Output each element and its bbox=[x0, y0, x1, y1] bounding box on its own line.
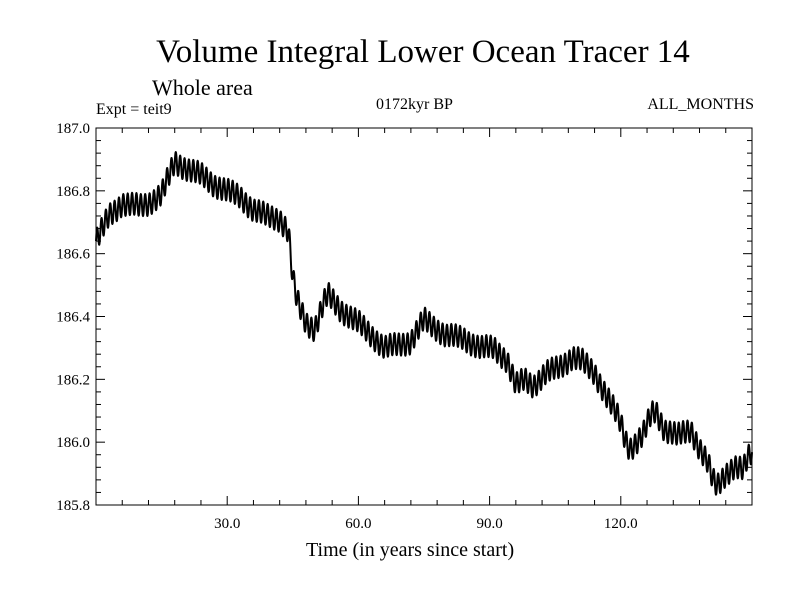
x-tick-label: 60.0 bbox=[345, 516, 371, 532]
y-tick-label: 186.2 bbox=[56, 372, 90, 388]
chart-title: Volume Integral Lower Ocean Tracer 14 bbox=[156, 34, 690, 70]
experiment-label: Expt = teit9 bbox=[96, 101, 172, 118]
data-series-line bbox=[95, 151, 753, 496]
y-tick-label: 186.4 bbox=[56, 310, 90, 326]
axis-ticks: 30.0 60.0 90.0 120.0 185.8 186.0 186.2 186.4 186… bbox=[56, 121, 752, 532]
plot-frame bbox=[95, 127, 753, 506]
y-tick-label: 185.8 bbox=[56, 498, 90, 514]
x-tick-label: 30.0 bbox=[214, 516, 240, 532]
y-tick-label: 186.0 bbox=[56, 435, 90, 451]
x-axis-label: Time (in years since start) bbox=[306, 539, 515, 561]
months-label: ALL_MONTHS bbox=[647, 96, 754, 113]
y-tick-label: 186.8 bbox=[56, 184, 90, 200]
chart-subtitle: Whole area bbox=[152, 75, 253, 100]
y-tick-label: 187.0 bbox=[56, 121, 90, 137]
y-tick-label: 186.6 bbox=[56, 247, 90, 263]
period-label: 0172kyr BP bbox=[376, 96, 453, 113]
x-tick-label: 90.0 bbox=[476, 516, 502, 532]
x-tick-label: 120.0 bbox=[604, 516, 638, 532]
